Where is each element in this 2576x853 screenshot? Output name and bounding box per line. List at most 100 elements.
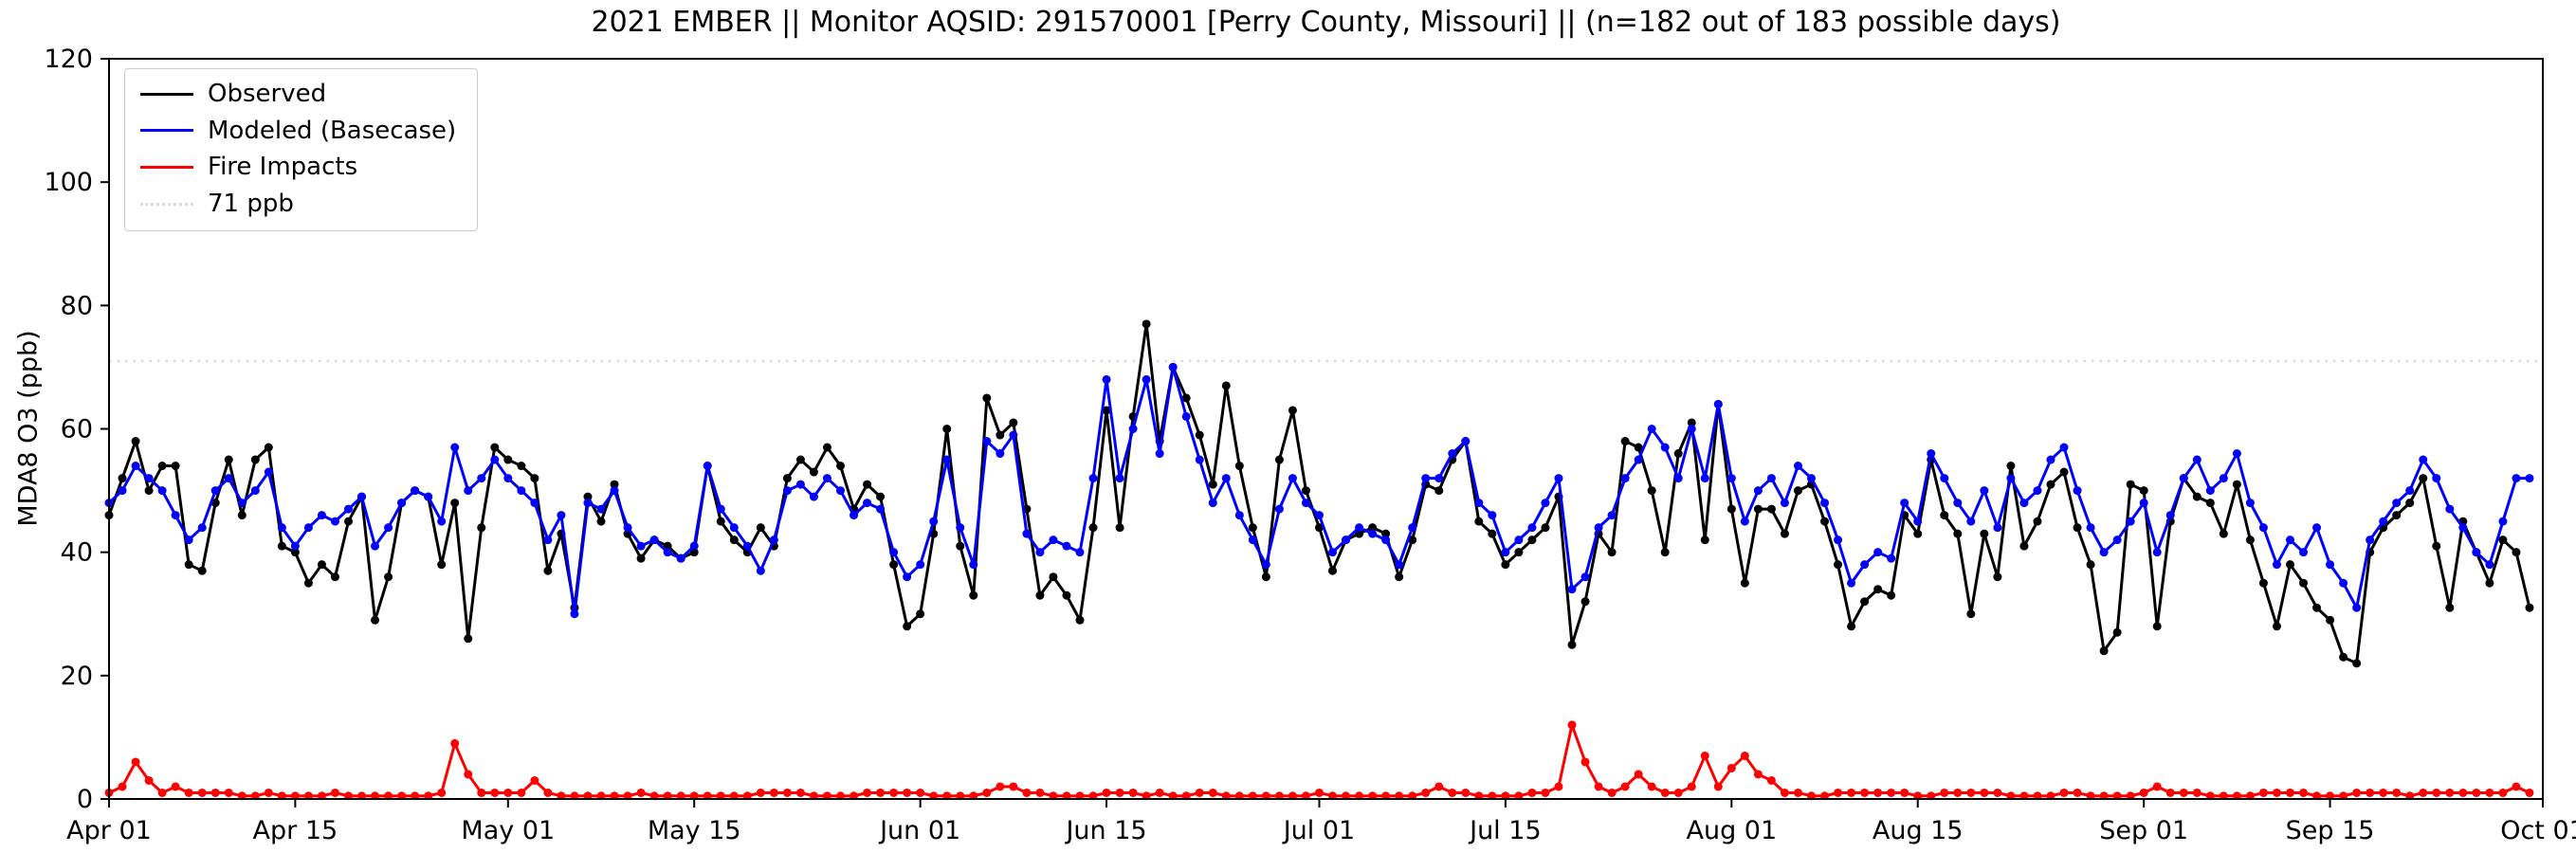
- modeled-basecase-marker: [689, 541, 699, 551]
- fire-impacts-marker: [237, 791, 247, 801]
- modeled-basecase-marker: [530, 499, 539, 508]
- fire-impacts-marker: [1966, 788, 1976, 797]
- fire-impacts-marker: [1940, 788, 1949, 797]
- modeled-basecase-marker: [2086, 523, 2095, 533]
- modeled-basecase-marker: [1128, 425, 1138, 433]
- fire-impacts-marker: [1195, 788, 1204, 797]
- modeled-basecase-marker: [1753, 486, 1763, 496]
- observed-marker: [1634, 443, 1643, 452]
- fire-impacts-marker: [2419, 788, 2428, 797]
- modeled-basecase-marker: [2046, 455, 2055, 464]
- modeled-basecase-marker: [942, 455, 952, 464]
- modeled-basecase-marker: [2099, 548, 2109, 557]
- modeled-basecase-marker: [1927, 449, 1936, 459]
- x-tick-label: May 15: [648, 816, 741, 845]
- observed-marker: [1355, 529, 1364, 538]
- fire-impacts-marker: [982, 788, 992, 797]
- observed-marker: [942, 425, 952, 433]
- modeled-basecase-marker: [1368, 529, 1378, 538]
- modeled-basecase-marker: [1940, 474, 1949, 483]
- observed-marker: [2219, 529, 2228, 538]
- modeled-basecase-marker: [2525, 474, 2534, 483]
- modeled-basecase-marker: [1634, 455, 1643, 464]
- modeled-basecase-marker: [237, 499, 247, 508]
- observed-marker: [1115, 523, 1124, 533]
- fire-impacts-marker: [876, 788, 886, 797]
- fire-impacts-marker: [1155, 788, 1164, 797]
- fire-impacts-marker: [822, 791, 831, 801]
- modeled-basecase-marker: [1673, 474, 1683, 483]
- observed-marker: [1966, 609, 1976, 619]
- fire-impacts-line-swatch: [140, 165, 193, 169]
- fire-impacts-marker: [1408, 791, 1417, 801]
- modeled-basecase-marker: [1461, 437, 1471, 446]
- fire-impacts-marker: [2245, 791, 2255, 801]
- fire-impacts-marker: [1288, 791, 1297, 801]
- modeled-basecase-marker: [2352, 603, 2362, 612]
- fire-impacts-marker: [1274, 791, 1284, 801]
- observed-marker: [343, 517, 353, 526]
- fire-impacts-marker: [1834, 788, 1843, 797]
- modeled-basecase-marker: [2165, 511, 2175, 520]
- observed-marker: [157, 462, 167, 471]
- fire-impacts-marker: [623, 791, 632, 801]
- modeled-basecase-marker: [2019, 499, 2029, 508]
- fire-impacts-marker: [2312, 791, 2322, 801]
- fire-impacts-marker: [836, 791, 846, 801]
- observed-marker: [1234, 462, 1244, 471]
- modeled-basecase-marker: [1142, 374, 1151, 384]
- modeled-basecase-marker: [2339, 578, 2348, 588]
- fire-impacts-marker: [411, 791, 420, 801]
- modeled-basecase-marker: [1820, 499, 1830, 508]
- modeled-basecase-marker: [343, 504, 353, 514]
- observed-marker: [1673, 449, 1683, 459]
- modeled-basecase-marker: [131, 462, 140, 471]
- observed-marker: [118, 474, 127, 483]
- observed-marker: [903, 622, 912, 631]
- modeled-basecase-marker: [716, 504, 725, 514]
- fire-impacts-marker: [2458, 788, 2468, 797]
- fire-impacts-marker: [1421, 788, 1431, 797]
- y-tick-label: 20: [61, 662, 93, 691]
- modeled-basecase-marker: [2498, 517, 2508, 526]
- modeled-basecase-marker: [171, 511, 180, 520]
- observed-marker: [1474, 517, 1484, 526]
- modeled-basecase-marker: [184, 535, 193, 545]
- observed-marker: [1434, 486, 1444, 496]
- observed-marker: [1009, 418, 1018, 427]
- observed-marker: [1208, 480, 1217, 489]
- modeled-basecase-marker: [503, 474, 513, 483]
- observed-marker: [1541, 523, 1550, 533]
- fire-impacts-marker: [703, 791, 712, 801]
- modeled-basecase-marker: [277, 523, 286, 533]
- modeled-basecase-marker: [2073, 486, 2082, 496]
- modeled-basecase-marker: [317, 511, 326, 520]
- fire-impacts-marker: [769, 788, 778, 797]
- modeled-basecase-marker: [1966, 517, 1976, 526]
- observed-marker: [1620, 437, 1630, 446]
- fire-impacts-marker: [1221, 791, 1231, 801]
- fire-impacts-marker: [330, 788, 339, 797]
- fire-impacts-marker: [1088, 791, 1098, 801]
- fire-impacts-marker: [916, 788, 925, 797]
- fire-impacts-marker: [424, 791, 433, 801]
- fire-impacts-marker: [2498, 788, 2508, 797]
- modeled-basecase-marker: [996, 449, 1005, 459]
- fire-impacts-marker: [543, 788, 553, 797]
- observed-marker: [1395, 572, 1404, 582]
- fire-impacts-marker: [2366, 788, 2375, 797]
- fire-impacts-line: [107, 723, 2531, 798]
- fire-impacts-marker: [171, 782, 180, 791]
- modeled-basecase-marker: [782, 486, 792, 496]
- fire-impacts-marker: [729, 791, 739, 801]
- fire-impacts-marker: [1913, 791, 1923, 801]
- fire-impacts-marker: [2205, 791, 2215, 801]
- fire-impacts-marker: [1488, 791, 1497, 801]
- fire-impacts-marker: [1806, 791, 1816, 801]
- fire-impacts-marker: [1128, 788, 1138, 797]
- fire-impacts-marker: [2352, 788, 2362, 797]
- modeled-basecase-marker: [2272, 560, 2281, 570]
- observed-marker: [1647, 486, 1656, 496]
- fire-impacts-marker: [809, 791, 818, 801]
- modeled-basecase-marker: [1408, 523, 1417, 533]
